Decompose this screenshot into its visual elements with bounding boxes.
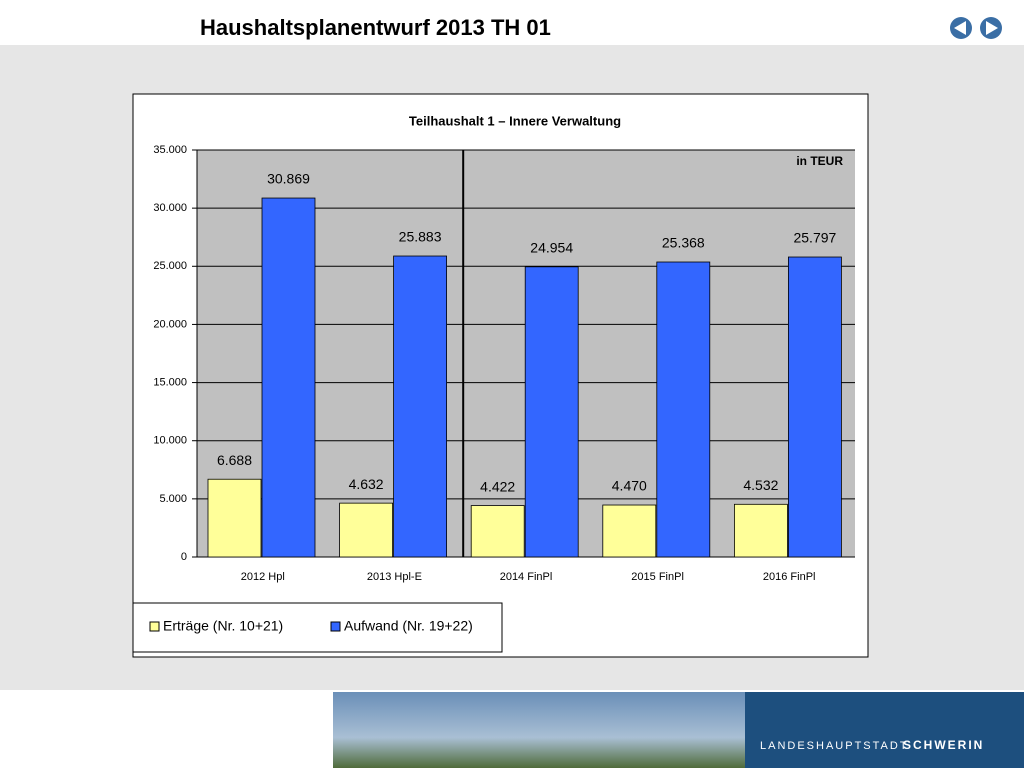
value-label: 24.954 bbox=[530, 240, 573, 256]
annotation: in TEUR bbox=[796, 154, 843, 168]
footer-panel bbox=[745, 692, 1024, 768]
value-label: 25.797 bbox=[793, 230, 836, 246]
x-tick-label: 2012 Hpl bbox=[241, 571, 285, 583]
bar bbox=[339, 502, 394, 558]
y-tick-label: 20.000 bbox=[153, 318, 187, 330]
y-tick-label: 5.000 bbox=[159, 493, 187, 505]
value-label: 25.368 bbox=[662, 235, 705, 251]
legend-swatch bbox=[330, 621, 341, 632]
bar bbox=[602, 504, 657, 558]
footer-city: SCHWERIN bbox=[903, 738, 984, 752]
legend-label: Erträge (Nr. 10+21) bbox=[163, 618, 283, 634]
legend-label: Aufwand (Nr. 19+22) bbox=[344, 618, 473, 634]
nav-next[interactable] bbox=[980, 17, 1002, 39]
nav-prev[interactable] bbox=[950, 17, 972, 39]
value-label: 6.688 bbox=[217, 452, 252, 468]
y-tick-label: 10.000 bbox=[153, 435, 187, 447]
value-label: 4.470 bbox=[612, 478, 647, 494]
footer-photo bbox=[333, 692, 745, 768]
chart-title: Teilhaushalt 1 – Innere Verwaltung bbox=[409, 113, 621, 128]
bar bbox=[524, 266, 579, 558]
footer-prefix: LANDESHAUPTSTADT bbox=[760, 740, 909, 752]
y-tick-label: 30.000 bbox=[153, 202, 187, 214]
bar bbox=[207, 478, 262, 558]
legend-swatch bbox=[149, 621, 160, 632]
value-label: 4.532 bbox=[743, 477, 778, 493]
slide-title: Haushaltsplanentwurf 2013 TH 01 bbox=[200, 15, 551, 40]
y-tick-label: 0 bbox=[181, 551, 187, 563]
bar bbox=[788, 256, 842, 558]
y-tick-label: 25.000 bbox=[153, 260, 187, 272]
value-label: 30.869 bbox=[267, 171, 310, 187]
y-tick-label: 15.000 bbox=[153, 376, 187, 388]
x-tick-label: 2015 FinPl bbox=[631, 571, 684, 583]
value-label: 25.883 bbox=[399, 229, 442, 245]
bar bbox=[734, 503, 788, 558]
x-tick-label: 2014 FinPl bbox=[500, 571, 553, 583]
bar bbox=[261, 197, 316, 558]
y-tick-label: 35.000 bbox=[153, 144, 187, 156]
bar bbox=[393, 255, 448, 558]
bar bbox=[470, 505, 525, 558]
x-tick-label: 2013 Hpl-E bbox=[367, 571, 422, 583]
legend bbox=[132, 602, 503, 653]
value-label: 4.422 bbox=[480, 478, 515, 494]
value-label: 4.632 bbox=[349, 476, 384, 492]
x-tick-label: 2016 FinPl bbox=[763, 571, 816, 583]
bar bbox=[656, 261, 711, 558]
